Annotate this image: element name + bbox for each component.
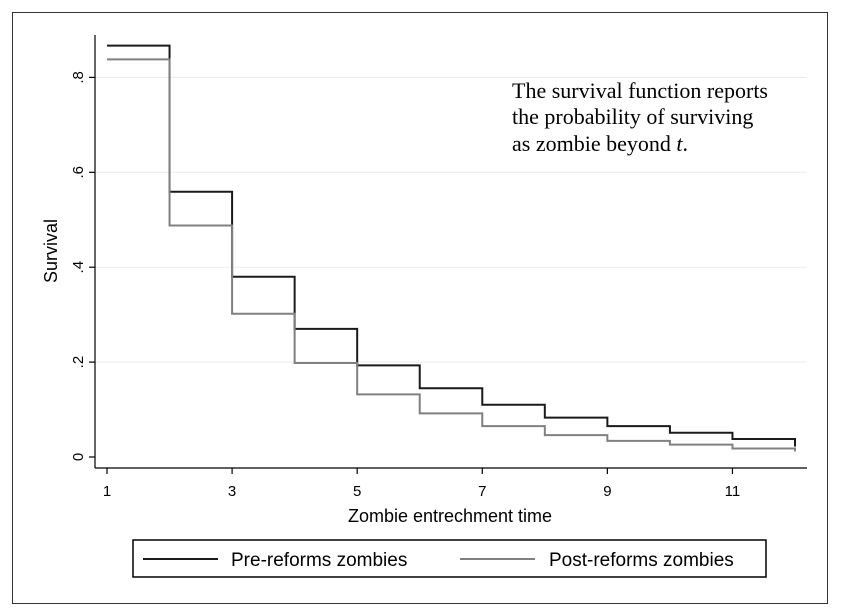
x-tick-label: 5 — [353, 483, 361, 500]
annotation-line-1: The survival function reports — [512, 78, 768, 103]
x-tick-label: 9 — [603, 483, 611, 500]
annotation-line-3: as zombie beyond t. — [512, 131, 688, 156]
x-tick-label: 1 — [103, 483, 111, 500]
series-group — [107, 44, 796, 452]
y-tick-label: 0 — [70, 453, 87, 461]
axes — [89, 35, 807, 474]
annotation-line-3-suffix: . — [682, 131, 688, 156]
x-axis-label: Zombie entrechment time — [348, 506, 552, 526]
chart-frame — [12, 12, 828, 604]
x-tick-label: 7 — [478, 483, 486, 500]
y-tick-label: .4 — [70, 261, 87, 274]
annotation: The survival function reports the probab… — [512, 78, 768, 156]
tick-labels: 0 .2 .4 .6 .8 1 3 5 7 9 11 — [70, 71, 740, 500]
legend: Pre-reforms zombies Post-reforms zombies — [132, 539, 767, 578]
annotation-variable-t: t — [676, 131, 683, 156]
x-tick-label: 3 — [228, 483, 236, 500]
x-tick-label: 11 — [725, 483, 741, 500]
gridlines — [95, 76, 807, 363]
y-tick-label: .6 — [70, 166, 87, 179]
series-line-post-reforms — [107, 58, 796, 452]
legend-box — [132, 539, 767, 578]
annotation-line-2: the probability of surviving — [512, 104, 753, 129]
y-tick-label: .8 — [70, 71, 87, 84]
y-axis-label: Survival — [41, 219, 61, 283]
legend-label-pre-reforms: Pre-reforms zombies — [231, 550, 407, 571]
y-tick-label: .2 — [70, 356, 87, 369]
legend-label-post-reforms: Post-reforms zombies — [549, 550, 734, 571]
annotation-line-3-prefix: as zombie beyond — [512, 131, 676, 156]
